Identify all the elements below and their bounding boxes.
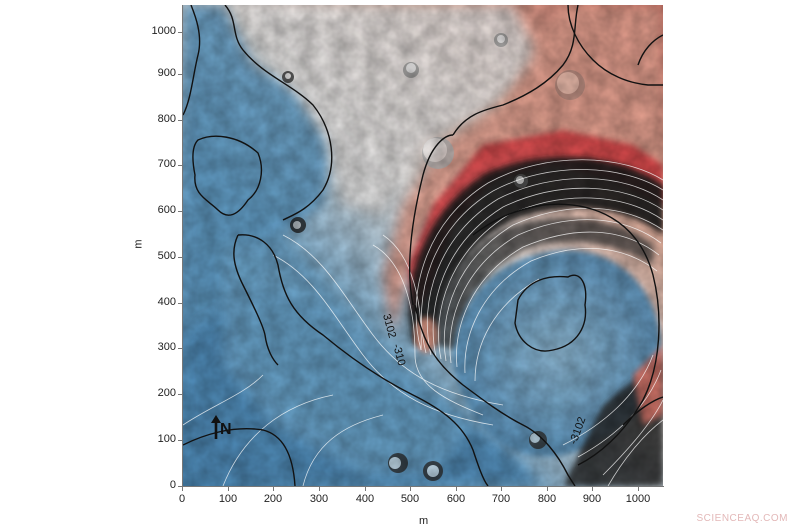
y-tick-label: 300 <box>157 341 176 353</box>
y-axis-title: m <box>132 239 145 249</box>
x-axis-title: m <box>419 515 429 527</box>
x-tick-label: 800 <box>537 493 557 505</box>
north-arrow: N <box>210 415 240 443</box>
x-tick-label: 0 <box>178 493 186 505</box>
x-tick-label: 500 <box>400 493 420 505</box>
y-tick-label: 800 <box>157 113 176 125</box>
x-tick-label: 300 <box>309 493 329 505</box>
y-tick-label: 900 <box>157 67 176 79</box>
y-tick-label: 400 <box>157 296 176 308</box>
x-tick-label: 700 <box>491 493 511 505</box>
y-tick-label: 1000 <box>151 25 176 37</box>
x-tick-label: 200 <box>263 493 283 505</box>
x-tick-label: 1000 <box>625 493 651 505</box>
x-axis-line <box>182 486 664 487</box>
contour-label: -310 <box>390 343 407 367</box>
y-tick-label: 600 <box>157 204 176 216</box>
y-tick-label: 200 <box>157 387 176 399</box>
north-arrow-icon <box>211 415 221 439</box>
y-tick-label: 100 <box>157 433 176 445</box>
y-tick-label: 700 <box>157 158 176 170</box>
x-tick-label: 900 <box>582 493 602 505</box>
y-tick-label: 0 <box>169 479 176 491</box>
watermark: SCIENCEAQ.COM <box>696 513 788 524</box>
relief-map: 3102 -310 -3102 <box>183 5 663 486</box>
y-tick-label: 500 <box>157 250 176 262</box>
x-tick-label: 400 <box>355 493 375 505</box>
relief-map-svg: 3102 -310 -3102 <box>183 5 663 486</box>
x-tick-label: 100 <box>218 493 238 505</box>
x-tick-label: 600 <box>446 493 466 505</box>
y-axis-line <box>182 5 183 487</box>
north-label: N <box>220 421 232 438</box>
